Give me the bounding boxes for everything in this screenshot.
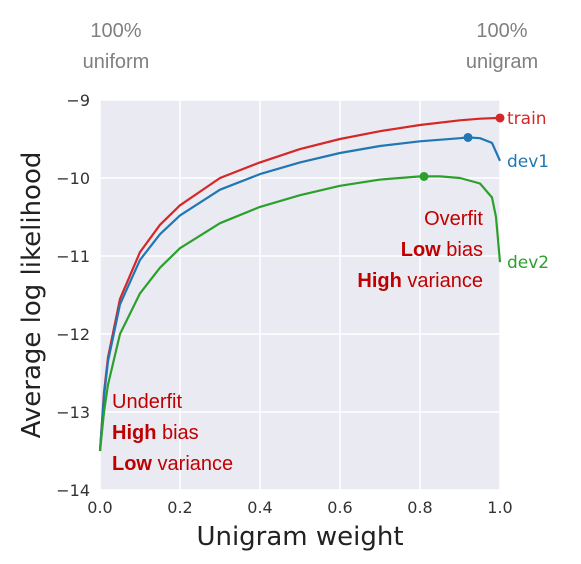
x-tick-label: 0.8 bbox=[407, 498, 432, 517]
x-tick-label: 0.6 bbox=[327, 498, 352, 517]
underfit-title: Underfit bbox=[112, 391, 182, 413]
y-tick-label: −10 bbox=[56, 169, 90, 188]
unigram-label: unigram bbox=[466, 51, 538, 73]
underfit-variance-word: variance bbox=[152, 453, 233, 475]
dev2-line bbox=[98, 175, 502, 452]
x-axis-title: Unigram weight bbox=[196, 522, 403, 552]
x-tick-label: 0.4 bbox=[247, 498, 272, 517]
overfit-variance-line: High variance bbox=[357, 270, 483, 292]
y-axis-title: Average log likelihood bbox=[17, 152, 47, 439]
uniform-label: uniform bbox=[83, 51, 150, 73]
y-tick-label: −14 bbox=[56, 481, 90, 500]
uniform-percent-label: 100% bbox=[90, 20, 141, 42]
x-tick-label: 1.0 bbox=[487, 498, 512, 517]
underfit-bias-line: High bias bbox=[112, 422, 199, 444]
y-tick-label: −9 bbox=[66, 91, 90, 110]
tick-labels: 0.0 0.2 0.4 0.6 0.8 1.0 −9 −10 −11 −12 −13 −14 bbox=[56, 91, 512, 517]
underfit-variance-level: Low bbox=[112, 453, 152, 475]
overfit-variance-level: High bbox=[357, 270, 401, 292]
train-marker bbox=[495, 113, 505, 123]
underfit-bias-level: High bbox=[112, 422, 156, 444]
y-tick-label: −13 bbox=[56, 403, 90, 422]
overfit-variance-word: variance bbox=[402, 270, 483, 292]
series-labels: train dev1 dev2 bbox=[507, 109, 549, 273]
grid-lines bbox=[99, 99, 501, 491]
underfit-variance-line: Low variance bbox=[112, 453, 233, 475]
overfit-bias-line: Low bias bbox=[401, 239, 483, 261]
x-tick-label: 0.0 bbox=[87, 498, 112, 517]
dev1-marker bbox=[463, 132, 473, 142]
x-tick-label: 0.2 bbox=[167, 498, 192, 517]
overfit-title: Overfit bbox=[424, 208, 483, 230]
dev2-label: dev2 bbox=[507, 253, 549, 273]
underfit-bias-word: bias bbox=[156, 422, 198, 444]
unigram-percent-label: 100% bbox=[476, 20, 527, 42]
y-tick-label: −12 bbox=[56, 325, 90, 344]
series-markers bbox=[419, 113, 505, 181]
dev1-label: dev1 bbox=[507, 152, 549, 172]
train-label: train bbox=[507, 109, 547, 129]
overfit-bias-level: Low bbox=[401, 239, 441, 261]
plot-background bbox=[100, 100, 500, 490]
overfit-bias-word: bias bbox=[441, 239, 483, 261]
y-tick-label: −11 bbox=[56, 247, 90, 266]
dev2-marker bbox=[419, 171, 429, 181]
